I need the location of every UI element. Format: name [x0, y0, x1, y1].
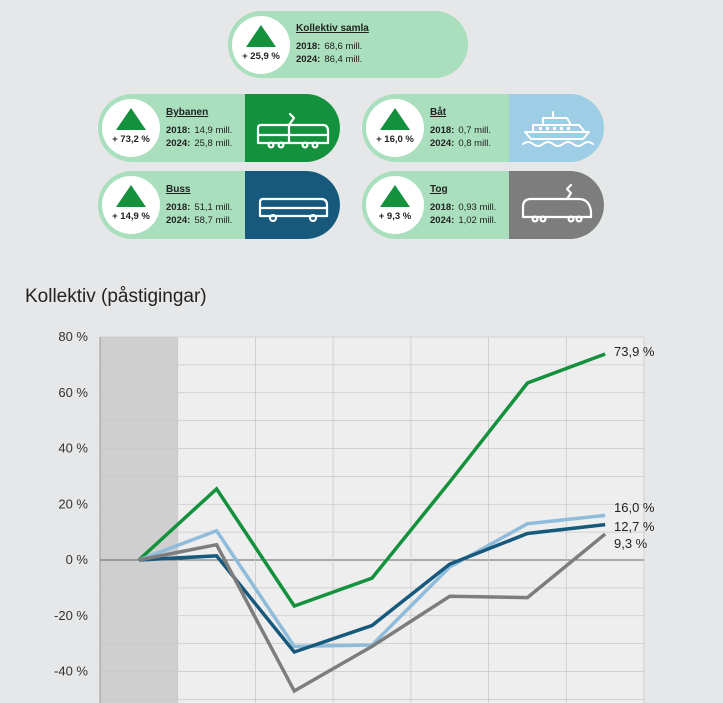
- card-title: Bybanen: [166, 107, 209, 118]
- up-arrow-icon: [116, 185, 146, 207]
- value-2024: 2024: 1,02 mill.: [430, 215, 497, 226]
- change-badge: + 14,9 %: [102, 176, 160, 234]
- card-bat: + 16,0 % Båt 2018: 0,7 mill. 2024: 0,8 mil…: [362, 94, 604, 162]
- series-line: [138, 522, 606, 655]
- value-2024: 2024: 25,8 mill.: [166, 138, 233, 149]
- train-icon-box: [509, 171, 604, 239]
- series-end-label: 73,9 %: [614, 344, 655, 359]
- tram-icon-box: [245, 94, 340, 162]
- chart-title: Kollektiv (påstigingar): [25, 286, 207, 307]
- change-percent: + 14,9 %: [112, 211, 150, 222]
- tram-icon: [256, 112, 330, 149]
- y-tick-label: -40 %: [54, 664, 88, 679]
- change-badge: + 16,0 %: [366, 99, 424, 157]
- train-icon: [521, 183, 593, 223]
- value-2024: 2024: 86,4 mill.: [296, 54, 363, 65]
- series-end-label: 12,7 %: [614, 519, 655, 534]
- y-tick-label: 0 %: [66, 552, 89, 567]
- series-line: [138, 532, 607, 694]
- up-arrow-icon: [380, 108, 410, 130]
- card-title: Båt: [430, 107, 447, 118]
- card-title: Tog: [430, 184, 448, 195]
- ferry-icon-box: [509, 94, 604, 162]
- change-badge: + 25,9 %: [232, 15, 290, 74]
- card-title: Kollektiv samla: [296, 23, 369, 34]
- bus-icon: [258, 197, 329, 223]
- change-percent: + 9,3 %: [378, 211, 412, 222]
- ferry-icon: [522, 111, 594, 147]
- value-2024: 2024: 58,7 mill.: [166, 215, 233, 226]
- series-line: [137, 352, 606, 609]
- up-arrow-icon: [246, 24, 276, 47]
- value-2018: 2018: 51,1 mill.: [166, 202, 233, 213]
- y-tick-label: 80 %: [58, 329, 88, 344]
- change-badge: + 9,3 %: [366, 176, 424, 234]
- card-kollektiv-samla: + 25,9 % Kollektiv samla 2018: 68,6 mill.…: [228, 11, 468, 78]
- value-2018: 2018: 0,93 mill.: [430, 202, 497, 213]
- card-title: Buss: [166, 184, 191, 195]
- y-tick-label: 40 %: [58, 441, 88, 456]
- series-end-label: 9,3 %: [614, 536, 648, 551]
- y-tick-label: -20 %: [54, 608, 88, 623]
- y-tick-label: 60 %: [58, 385, 88, 400]
- bus-icon-box: [245, 171, 340, 239]
- card-buss: + 14,9 % Buss 2018: 51,1 mill. 2024: 58,7 …: [98, 171, 340, 239]
- up-arrow-icon: [116, 108, 146, 130]
- value-2018: 2018: 68,6 mill.: [296, 41, 363, 52]
- change-percent: + 73,2 %: [112, 134, 150, 145]
- baseline-column: [100, 337, 178, 703]
- up-arrow-icon: [380, 185, 410, 207]
- series-end-label: 16,0 %: [614, 500, 655, 515]
- change-badge: + 73,2 %: [102, 99, 160, 157]
- card-tog: + 9,3 % Tog 2018: 0,93 mill. 2024: 1,02 mi…: [362, 171, 604, 239]
- change-percent: + 16,0 %: [376, 134, 414, 145]
- card-bybanen: + 73,2 % Bybanen 2018: 14,9 mill. 2024: 25…: [98, 94, 340, 162]
- value-2024: 2024: 0,8 mill.: [430, 138, 492, 149]
- y-tick-label: 20 %: [58, 496, 88, 511]
- change-percent: + 25,9 %: [242, 50, 280, 62]
- value-2018: 2018: 0,7 mill.: [430, 125, 492, 136]
- value-2018: 2018: 14,9 mill.: [166, 125, 233, 136]
